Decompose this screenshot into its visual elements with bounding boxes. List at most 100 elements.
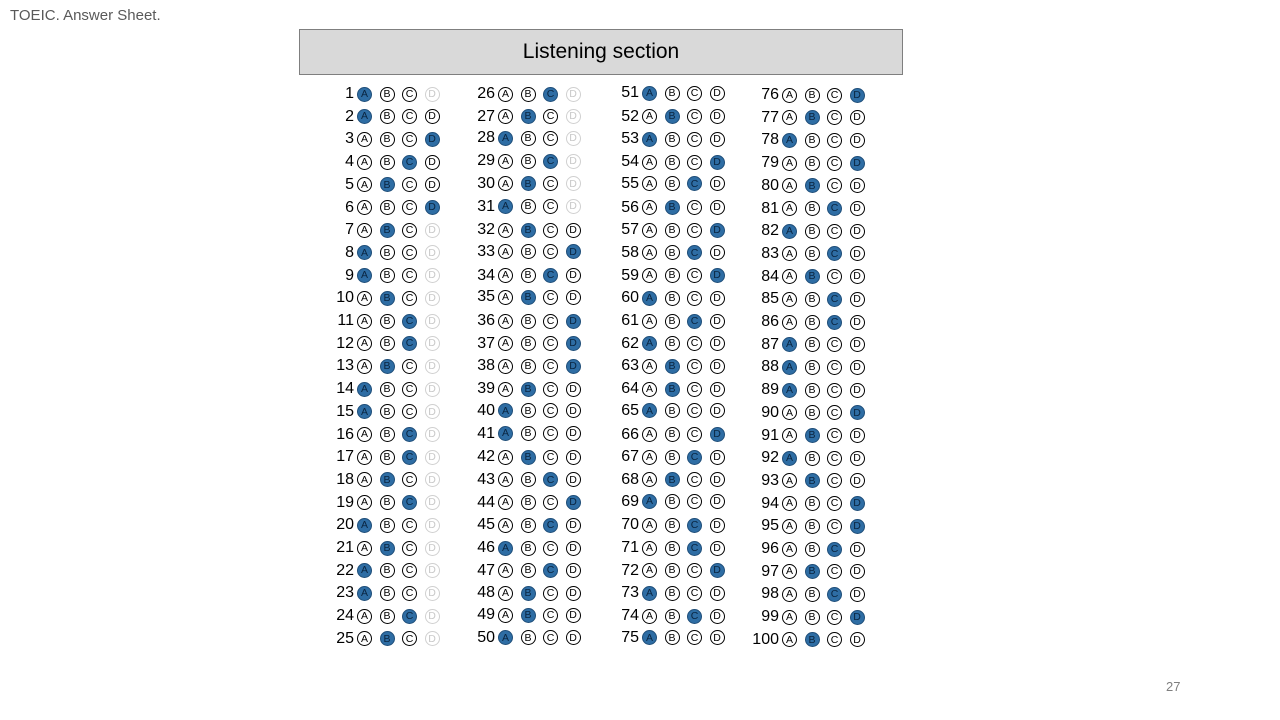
choice-bubble-c[interactable]: C (543, 517, 558, 533)
choice-bubble-c[interactable]: C (687, 494, 702, 510)
choice-bubble-d[interactable]: D (565, 153, 581, 169)
choice-bubble-d[interactable]: D (424, 86, 440, 102)
choice-bubble-a[interactable]: A (357, 631, 372, 647)
choice-bubble-b[interactable]: B (520, 268, 536, 284)
choice-bubble-b[interactable]: B (520, 563, 536, 579)
choice-bubble-c[interactable]: C (402, 449, 417, 465)
choice-bubble-b[interactable]: B (379, 540, 395, 556)
choice-bubble-c[interactable]: C (687, 608, 702, 624)
choice-bubble-d[interactable]: D (565, 109, 581, 125)
choice-bubble-d[interactable]: D (709, 540, 725, 556)
choice-bubble-c[interactable]: C (402, 177, 417, 193)
choice-bubble-b[interactable]: B (804, 405, 820, 421)
choice-bubble-b[interactable]: B (520, 449, 536, 465)
choice-bubble-a[interactable]: A (498, 336, 513, 352)
choice-bubble-b[interactable]: B (664, 494, 680, 510)
choice-bubble-b[interactable]: B (664, 608, 680, 624)
choice-bubble-d[interactable]: D (424, 495, 440, 511)
choice-bubble-c[interactable]: C (687, 540, 702, 556)
choice-bubble-a[interactable]: A (642, 154, 657, 170)
choice-bubble-c[interactable]: C (687, 336, 702, 352)
choice-bubble-c[interactable]: C (687, 563, 702, 579)
choice-bubble-a[interactable]: A (642, 131, 657, 147)
choice-bubble-b[interactable]: B (520, 517, 536, 533)
choice-bubble-c[interactable]: C (402, 563, 417, 579)
choice-bubble-a[interactable]: A (357, 563, 372, 579)
choice-bubble-b[interactable]: B (664, 222, 680, 238)
choice-bubble-a[interactable]: A (782, 87, 797, 103)
choice-bubble-d[interactable]: D (849, 132, 865, 148)
choice-bubble-a[interactable]: A (782, 337, 797, 353)
choice-bubble-c[interactable]: C (402, 222, 417, 238)
choice-bubble-a[interactable]: A (642, 176, 657, 192)
choice-bubble-b[interactable]: B (804, 632, 820, 648)
choice-bubble-a[interactable]: A (498, 199, 513, 214)
choice-bubble-a[interactable]: A (357, 109, 372, 125)
choice-bubble-b[interactable]: B (664, 517, 680, 533)
choice-bubble-c[interactable]: C (827, 518, 842, 534)
choice-bubble-b[interactable]: B (379, 404, 395, 420)
choice-bubble-d[interactable]: D (424, 585, 440, 601)
choice-bubble-b[interactable]: B (804, 382, 820, 398)
choice-bubble-d[interactable]: D (424, 631, 440, 647)
choice-bubble-b[interactable]: B (664, 630, 680, 646)
choice-bubble-b[interactable]: B (379, 495, 395, 511)
choice-bubble-c[interactable]: C (827, 246, 842, 262)
choice-bubble-a[interactable]: A (642, 427, 657, 442)
choice-bubble-c[interactable]: C (402, 268, 417, 284)
choice-bubble-a[interactable]: A (357, 381, 372, 397)
choice-bubble-c[interactable]: C (543, 289, 558, 305)
choice-bubble-b[interactable]: B (804, 450, 820, 466)
choice-bubble-d[interactable]: D (565, 130, 581, 146)
choice-bubble-d[interactable]: D (565, 472, 581, 488)
choice-bubble-c[interactable]: C (827, 428, 842, 443)
choice-bubble-c[interactable]: C (402, 313, 417, 329)
choice-bubble-d[interactable]: D (424, 358, 440, 374)
choice-bubble-c[interactable]: C (543, 630, 558, 646)
choice-bubble-a[interactable]: A (498, 313, 513, 329)
choice-bubble-d[interactable]: D (565, 381, 581, 397)
choice-bubble-d[interactable]: D (709, 131, 725, 147)
choice-bubble-b[interactable]: B (664, 585, 680, 601)
choice-bubble-b[interactable]: B (804, 609, 820, 625)
choice-bubble-a[interactable]: A (357, 177, 372, 193)
choice-bubble-c[interactable]: C (827, 450, 842, 466)
choice-bubble-d[interactable]: D (709, 290, 725, 306)
choice-bubble-b[interactable]: B (520, 607, 536, 623)
choice-bubble-d[interactable]: D (565, 607, 581, 623)
choice-bubble-d[interactable]: D (709, 630, 725, 646)
choice-bubble-d[interactable]: D (709, 176, 725, 192)
choice-bubble-a[interactable]: A (357, 427, 372, 442)
choice-bubble-b[interactable]: B (664, 427, 680, 442)
choice-bubble-a[interactable]: A (642, 403, 657, 419)
choice-bubble-a[interactable]: A (357, 290, 372, 306)
choice-bubble-d[interactable]: D (424, 222, 440, 238)
choice-bubble-a[interactable]: A (782, 269, 797, 285)
choice-bubble-d[interactable]: D (849, 450, 865, 466)
choice-bubble-c[interactable]: C (827, 87, 842, 103)
choice-bubble-c[interactable]: C (687, 154, 702, 170)
choice-bubble-c[interactable]: C (827, 201, 842, 216)
choice-bubble-b[interactable]: B (804, 178, 820, 194)
choice-bubble-c[interactable]: C (543, 336, 558, 352)
choice-bubble-a[interactable]: A (498, 472, 513, 488)
choice-bubble-c[interactable]: C (687, 449, 702, 465)
choice-bubble-a[interactable]: A (642, 245, 657, 261)
choice-bubble-a[interactable]: A (782, 428, 797, 443)
choice-bubble-b[interactable]: B (804, 132, 820, 148)
choice-bubble-c[interactable]: C (687, 85, 702, 101)
choice-bubble-d[interactable]: D (424, 472, 440, 488)
choice-bubble-c[interactable]: C (543, 449, 558, 465)
choice-bubble-b[interactable]: B (379, 472, 395, 488)
choice-bubble-d[interactable]: D (565, 244, 581, 260)
choice-bubble-d[interactable]: D (709, 585, 725, 601)
choice-bubble-a[interactable]: A (782, 359, 797, 375)
choice-bubble-a[interactable]: A (642, 608, 657, 624)
choice-bubble-d[interactable]: D (709, 222, 725, 238)
choice-bubble-d[interactable]: D (849, 87, 865, 103)
choice-bubble-a[interactable]: A (782, 382, 797, 398)
choice-bubble-d[interactable]: D (849, 541, 865, 557)
choice-bubble-c[interactable]: C (543, 86, 558, 102)
choice-bubble-a[interactable]: A (498, 109, 513, 125)
choice-bubble-b[interactable]: B (379, 336, 395, 352)
